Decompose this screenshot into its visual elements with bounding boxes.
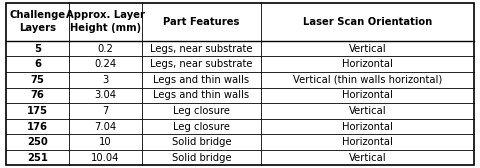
Text: 0.24: 0.24 bbox=[94, 59, 116, 69]
Text: Laser Scan Orientation: Laser Scan Orientation bbox=[303, 17, 432, 27]
Text: 0.2: 0.2 bbox=[97, 44, 113, 54]
Text: 5: 5 bbox=[34, 44, 41, 54]
Text: Legs and thin walls: Legs and thin walls bbox=[153, 75, 250, 85]
Text: 7.04: 7.04 bbox=[94, 121, 116, 132]
Text: Approx. Layer
Height (mm): Approx. Layer Height (mm) bbox=[66, 10, 145, 33]
Text: Leg closure: Leg closure bbox=[173, 121, 230, 132]
Text: Horizontal: Horizontal bbox=[342, 90, 393, 100]
Text: Horizontal: Horizontal bbox=[342, 137, 393, 147]
Text: 3: 3 bbox=[102, 75, 108, 85]
Text: Legs and thin walls: Legs and thin walls bbox=[153, 90, 250, 100]
Text: 7: 7 bbox=[102, 106, 108, 116]
Text: 175: 175 bbox=[27, 106, 48, 116]
Text: 10: 10 bbox=[99, 137, 112, 147]
Text: Leg closure: Leg closure bbox=[173, 106, 230, 116]
Text: Solid bridge: Solid bridge bbox=[171, 137, 231, 147]
Text: Solid bridge: Solid bridge bbox=[171, 153, 231, 163]
Text: Vertical: Vertical bbox=[349, 44, 386, 54]
Text: Legs, near substrate: Legs, near substrate bbox=[150, 44, 252, 54]
Text: Vertical (thin walls horizontal): Vertical (thin walls horizontal) bbox=[293, 75, 442, 85]
Text: Vertical: Vertical bbox=[349, 153, 386, 163]
Text: 76: 76 bbox=[30, 90, 44, 100]
Text: 6: 6 bbox=[34, 59, 41, 69]
Text: 75: 75 bbox=[30, 75, 44, 85]
Text: Horizontal: Horizontal bbox=[342, 59, 393, 69]
Text: 251: 251 bbox=[27, 153, 48, 163]
Text: Part Features: Part Features bbox=[163, 17, 240, 27]
Text: 176: 176 bbox=[27, 121, 48, 132]
Text: Horizontal: Horizontal bbox=[342, 121, 393, 132]
Text: 3.04: 3.04 bbox=[94, 90, 116, 100]
Text: Challenge
Layers: Challenge Layers bbox=[9, 10, 65, 33]
Text: Vertical: Vertical bbox=[349, 106, 386, 116]
Text: 250: 250 bbox=[27, 137, 48, 147]
Text: 10.04: 10.04 bbox=[91, 153, 120, 163]
Text: Legs, near substrate: Legs, near substrate bbox=[150, 59, 252, 69]
